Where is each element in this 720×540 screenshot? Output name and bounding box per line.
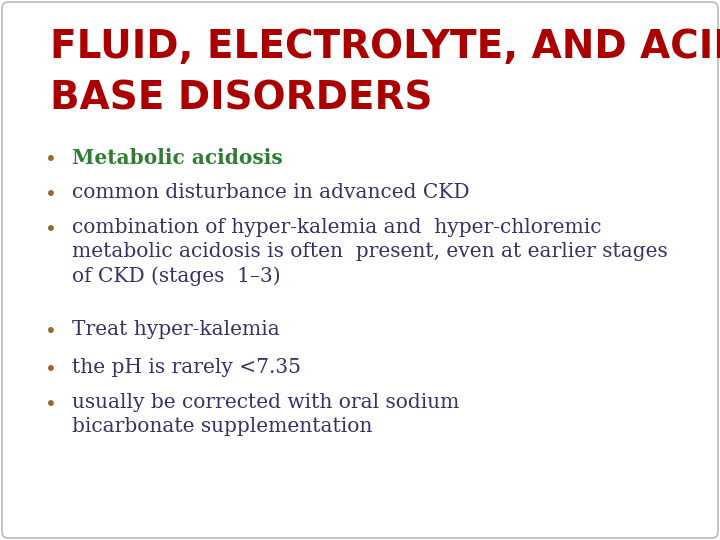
Text: Metabolic acidosis: Metabolic acidosis	[72, 148, 283, 168]
Text: usually be corrected with oral sodium
bicarbonate supplementation: usually be corrected with oral sodium bi…	[72, 393, 459, 436]
Text: combination of hyper-kalemia and  hyper-chloremic
metabolic acidosis is often  p: combination of hyper-kalemia and hyper-c…	[72, 218, 667, 286]
Text: common disturbance in advanced CKD: common disturbance in advanced CKD	[72, 183, 469, 202]
Text: •: •	[45, 322, 57, 341]
Text: BASE DISORDERS: BASE DISORDERS	[50, 80, 433, 118]
Text: FLUID, ELECTROLYTE, AND ACID-: FLUID, ELECTROLYTE, AND ACID-	[50, 28, 720, 66]
Text: •: •	[45, 220, 57, 239]
Text: the pH is rarely <7.35: the pH is rarely <7.35	[72, 358, 301, 377]
Text: •: •	[45, 360, 57, 379]
Text: Treat hyper-kalemia: Treat hyper-kalemia	[72, 320, 280, 339]
Text: •: •	[45, 150, 57, 169]
Text: •: •	[45, 395, 57, 414]
Text: •: •	[45, 185, 57, 204]
